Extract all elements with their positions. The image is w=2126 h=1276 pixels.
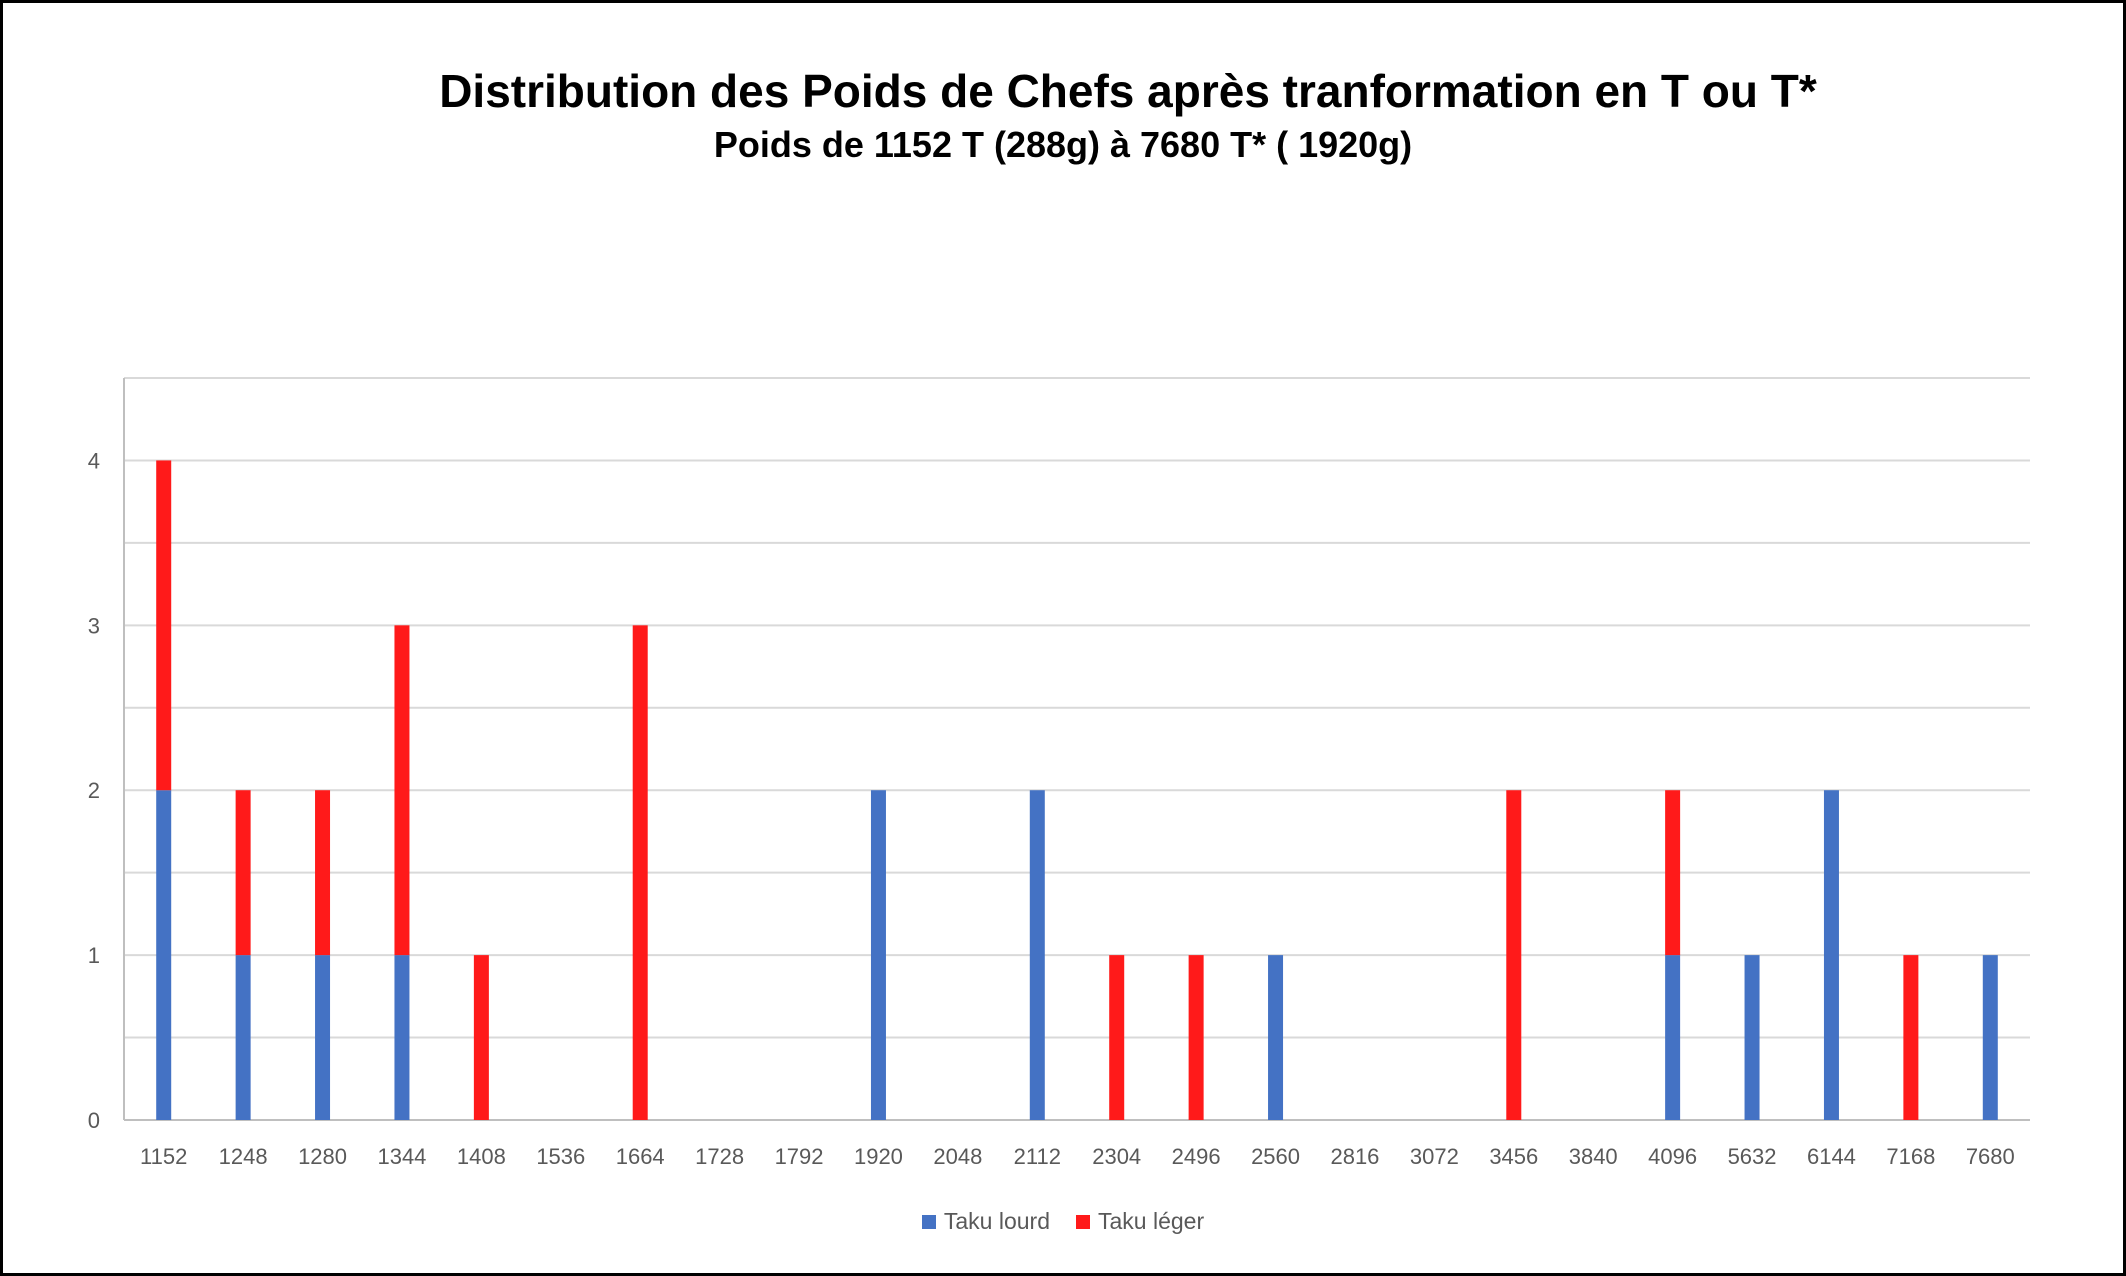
legend-label-leger: Taku léger (1098, 1208, 1205, 1234)
bar-segment-taku-lourd (235, 955, 251, 1120)
bar-segment-taku-lourd (315, 955, 331, 1120)
bar-segment-taku-leger (1903, 955, 1919, 1120)
x-tick-label: 7680 (1966, 1144, 2015, 1169)
bar-segment-taku-lourd (1823, 790, 1839, 1120)
x-tick-label: 2304 (1092, 1144, 1141, 1169)
bar-segment-taku-leger (156, 460, 172, 791)
x-tick-label: 1792 (775, 1144, 824, 1169)
x-tick-label: 1408 (457, 1144, 506, 1169)
x-tick-label: 2112 (1014, 1144, 1061, 1169)
y-tick-label: 1 (88, 943, 100, 968)
x-tick-label: 3840 (1569, 1144, 1618, 1169)
legend-swatch-leger (1076, 1214, 1090, 1229)
chart-legend: Taku lourd Taku léger (0, 1208, 2126, 1235)
bar-segment-taku-leger (1188, 955, 1204, 1120)
x-tick-label: 3456 (1489, 1144, 1538, 1169)
bar-segment-taku-lourd (870, 790, 886, 1120)
legend-item-leger: Taku léger (1076, 1208, 1204, 1235)
x-tick-label: 1664 (616, 1144, 665, 1169)
bar-segment-taku-lourd (1744, 955, 1760, 1120)
y-tick-label: 3 (88, 613, 100, 638)
x-tick-label: 5632 (1728, 1144, 1777, 1169)
legend-swatch-lourd (921, 1214, 936, 1229)
legend-label-lourd: Taku lourd (943, 1208, 1050, 1234)
x-tick-label: 1920 (854, 1144, 903, 1169)
x-tick-label: 1152 (140, 1144, 187, 1169)
bar-segment-taku-lourd (1665, 955, 1681, 1120)
chart-title: Distribution des Poids de Chefs après tr… (439, 65, 1817, 117)
chart-subtitle: Poids de 1152 T (288g) à 7680 T* ( 1920g… (713, 124, 1413, 165)
y-tick-label: 4 (88, 448, 100, 473)
bar-segment-taku-leger (1506, 790, 1522, 1120)
x-tick-label: 6144 (1807, 1144, 1856, 1169)
x-tick-label: 1728 (695, 1144, 744, 1169)
x-tick-label: 2560 (1251, 1144, 1300, 1169)
legend-item-lourd: Taku lourd (921, 1208, 1050, 1235)
bar-segment-taku-leger (394, 625, 410, 956)
bar-segment-taku-leger (1109, 955, 1125, 1120)
bar-segment-taku-lourd (1982, 955, 1998, 1120)
bar-segment-taku-leger (1665, 790, 1681, 956)
x-tick-label: 2048 (933, 1144, 982, 1169)
bar-segment-taku-lourd (1268, 955, 1284, 1120)
x-tick-label: 2496 (1172, 1144, 1221, 1169)
y-tick-label: 0 (88, 1108, 100, 1133)
bar-segment-taku-lourd (1029, 790, 1045, 1120)
bar-segment-taku-leger (632, 625, 648, 1120)
x-tick-label: 1536 (536, 1144, 585, 1169)
bar-segment-taku-lourd (394, 955, 410, 1120)
bar-segment-taku-leger (315, 790, 331, 956)
x-tick-label: 3072 (1410, 1144, 1459, 1169)
x-tick-label: 1280 (298, 1144, 347, 1169)
x-tick-label: 4096 (1648, 1144, 1697, 1169)
x-tick-label: 1248 (219, 1144, 268, 1169)
y-tick-label: 2 (88, 778, 100, 803)
bar-segment-taku-lourd (156, 790, 172, 1120)
bar-segment-taku-leger (235, 790, 251, 956)
x-tick-label: 1344 (377, 1144, 426, 1169)
bar-segment-taku-leger (473, 955, 489, 1120)
x-tick-label: 2816 (1330, 1144, 1379, 1169)
x-tick-label: 7168 (1886, 1144, 1935, 1169)
